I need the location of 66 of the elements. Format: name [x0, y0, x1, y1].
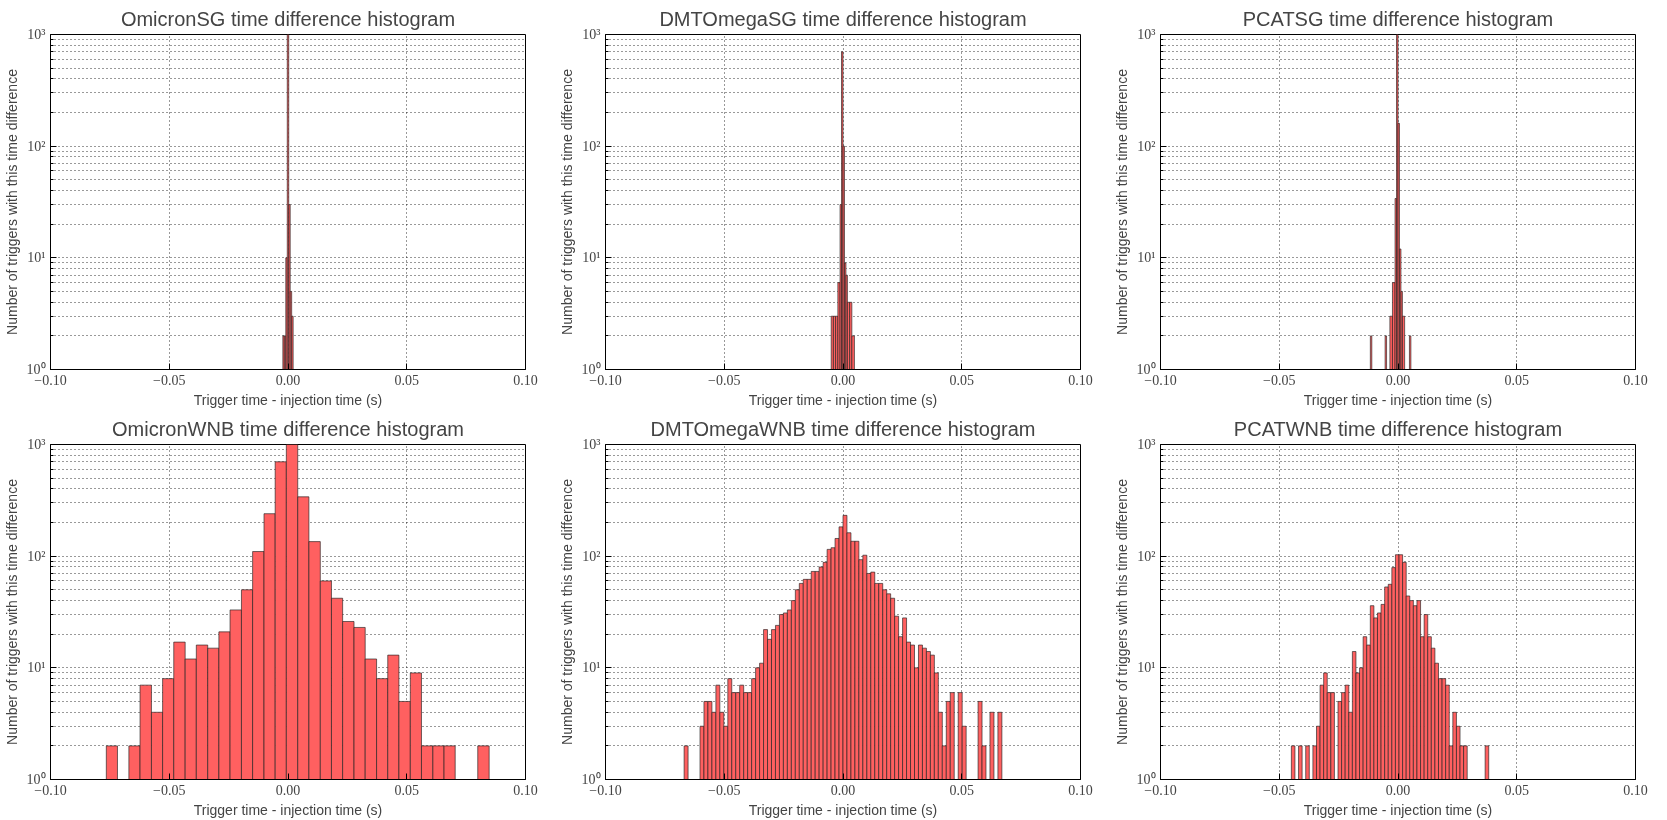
y-tick-label: 10² [582, 138, 601, 154]
y-tick-label: 10² [1137, 548, 1156, 564]
x-tick-label: 0.00 [830, 372, 856, 388]
x-axis-title: Trigger time - injection time (s) [193, 391, 383, 408]
y-axis-title: Number of triggers with this time difference [1113, 68, 1130, 335]
x-tick-label: 0.10 [1068, 782, 1093, 798]
y-axis-title: Number of triggers with this time difference [3, 478, 20, 745]
y-tick-label: 10⁰ [1136, 772, 1156, 787]
y-tick-label: 10⁰ [1136, 362, 1156, 377]
x-tick-label: 0.05 [949, 372, 974, 388]
y-tick-label: 10³ [582, 27, 601, 42]
x-tick-label: −0.05 [153, 372, 186, 388]
x-tick-label: 0.05 [949, 782, 974, 798]
x-tick-label: 0.10 [1068, 372, 1093, 388]
chart-title: PCATWNB time difference histogram [1233, 417, 1563, 440]
y-tick-label: 10¹ [582, 250, 601, 266]
y-tick-label: 10² [1137, 138, 1156, 154]
x-tick-label: 0.00 [1385, 372, 1411, 388]
x-tick-label: −0.05 [1263, 372, 1296, 388]
chart-title: DMTOmegaSG time difference histogram [659, 7, 1027, 30]
x-tick-label: 0.05 [394, 782, 419, 798]
y-tick-label: 10¹ [582, 660, 601, 676]
y-tick-label: 10⁰ [26, 772, 46, 787]
y-tick-label: 10³ [1137, 27, 1156, 42]
y-axis-title: Number of triggers with this time difference [558, 68, 575, 335]
y-tick-label: 10³ [27, 437, 46, 452]
x-tick-label: 0.10 [1623, 782, 1648, 798]
x-tick-label: −0.05 [708, 782, 741, 798]
x-axis-title: Trigger time - injection time (s) [1303, 391, 1493, 408]
x-tick-label: −0.05 [708, 372, 741, 388]
x-tick-label: 0.10 [513, 372, 538, 388]
chart-title: DMTOmegaWNB time difference histogram [650, 417, 1036, 440]
x-axis-title: Trigger time - injection time (s) [1303, 801, 1493, 818]
y-tick-label: 10¹ [27, 250, 46, 266]
y-axis-title: Number of triggers with this time difference [1113, 478, 1130, 745]
y-tick-label: 10⁰ [581, 772, 601, 787]
chart-title: OmicronWNB time difference histogram [112, 417, 464, 440]
y-tick-label: 10³ [582, 437, 601, 452]
y-axis-title: Number of triggers with this time difference [3, 68, 20, 335]
x-tick-label: 0.00 [275, 782, 301, 798]
x-tick-label: 0.00 [275, 372, 301, 388]
y-tick-label: 10¹ [1137, 660, 1156, 676]
x-tick-label: −0.05 [153, 782, 186, 798]
x-tick-label: 0.10 [513, 782, 538, 798]
y-tick-label: 10³ [27, 27, 46, 42]
y-tick-label: 10³ [1137, 437, 1156, 452]
x-tick-label: 0.05 [1504, 372, 1529, 388]
y-axis-title: Number of triggers with this time difference [558, 478, 575, 745]
x-axis-title: Trigger time - injection time (s) [748, 391, 938, 408]
x-tick-label: 0.00 [1385, 782, 1411, 798]
y-tick-label: 10² [27, 548, 46, 564]
y-tick-label: 10⁰ [26, 362, 46, 377]
x-axis-title: Trigger time - injection time (s) [193, 801, 383, 818]
y-tick-label: 10¹ [27, 660, 46, 676]
y-tick-label: 10² [582, 548, 601, 564]
x-tick-label: 0.05 [394, 372, 419, 388]
x-tick-label: 0.10 [1623, 372, 1648, 388]
x-tick-label: 0.00 [830, 782, 856, 798]
y-tick-label: 10¹ [1137, 250, 1156, 266]
x-axis-title: Trigger time - injection time (s) [748, 801, 938, 818]
chart-title: PCATSG time difference histogram [1242, 7, 1554, 30]
y-tick-label: 10⁰ [581, 362, 601, 377]
chart-title: OmicronSG time difference histogram [120, 7, 456, 30]
x-tick-label: 0.05 [1504, 782, 1529, 798]
y-tick-label: 10² [27, 138, 46, 154]
x-tick-label: −0.05 [1263, 782, 1296, 798]
